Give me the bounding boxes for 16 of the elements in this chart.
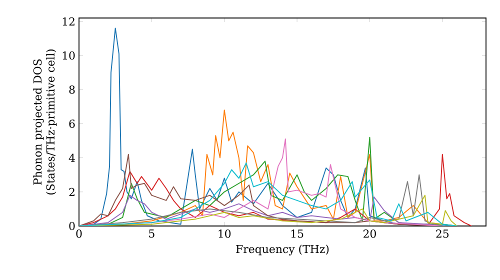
y-tick-label: 12 (62, 17, 74, 26)
x-axis-title: Frequency (THz) (236, 244, 329, 256)
x-tick-label: 25 (436, 230, 449, 238)
y-tick-label: 0 (69, 222, 75, 230)
y-tick-label: 4 (68, 154, 75, 162)
y-tick-label: 2 (69, 188, 74, 196)
y-tick-label: 10 (62, 51, 75, 60)
y-axis-title: Phonon projected DOS (States/THz·primitive cell) (33, 50, 57, 194)
y-tick-label: 8 (69, 85, 75, 94)
x-tick-label: 10 (218, 230, 231, 238)
x-tick-label: 5 (149, 230, 154, 238)
y-tick-label: 6 (69, 120, 75, 128)
line-series (79, 174, 443, 226)
x-tick-label: 0 (76, 230, 82, 238)
x-tick-label: 20 (363, 230, 376, 238)
x-tick-label: 15 (291, 230, 304, 238)
